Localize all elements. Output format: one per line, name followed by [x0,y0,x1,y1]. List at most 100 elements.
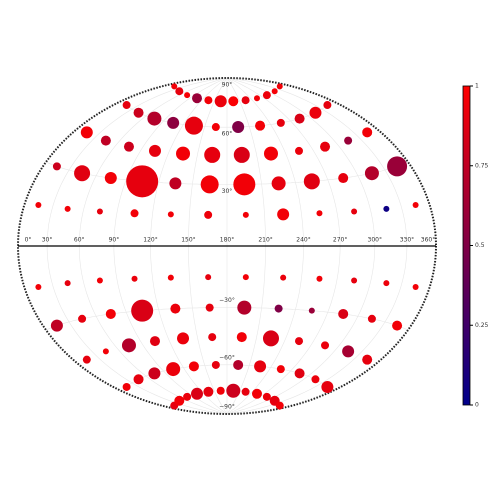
x-tick-label: 30° [42,237,53,244]
y-tick-label: 90° [222,82,233,89]
point [294,113,305,124]
point [131,275,138,282]
y-tick-label: −60° [219,354,235,361]
point [205,303,214,312]
point [362,354,373,365]
point [233,146,250,163]
point [311,375,320,384]
point [254,360,267,373]
point [383,280,390,287]
point [392,320,403,331]
point [226,383,241,398]
point [204,146,221,163]
point [211,123,220,132]
point [316,210,323,217]
x-tick-label: 90° [109,237,120,244]
point [148,367,161,380]
x-tick-label: 0° [25,237,32,244]
point [216,386,225,395]
point [236,332,247,343]
point [184,116,203,135]
point [177,332,190,345]
x-tick-label: 360° [421,237,435,244]
point [362,127,373,138]
x-tick-label: 210° [258,237,272,244]
grid-line [122,364,332,392]
point [100,135,111,146]
point [232,121,245,134]
point [344,136,353,145]
point [233,359,244,370]
point [203,386,214,397]
point [367,314,376,323]
x-tick-label: 120° [143,237,157,244]
point [102,348,109,355]
point [133,374,144,385]
point [323,101,332,110]
point [276,83,283,90]
point [104,172,117,185]
point [52,162,61,171]
point [309,106,322,119]
point [166,362,181,377]
point [383,205,390,212]
point [276,118,285,127]
point [208,333,217,342]
point [74,165,91,182]
point [262,330,279,347]
point [205,274,212,281]
point [167,116,180,129]
point [251,388,262,399]
point [64,280,71,287]
point [123,141,134,152]
point [175,87,184,96]
y-tick-label: 30° [222,188,233,195]
x-tick-label: 240° [296,237,310,244]
point [200,175,219,194]
point [133,107,144,118]
point [303,173,320,190]
x-tick-label: 300° [368,237,382,244]
point [171,83,178,90]
point [255,120,266,131]
point [271,176,286,191]
point [253,95,260,102]
point [228,96,239,107]
point [35,283,42,290]
point [241,387,250,396]
y-tick-label: −90° [219,404,235,411]
point [148,144,161,157]
point [320,141,331,152]
point [80,126,93,139]
point [96,277,103,284]
point [188,361,199,372]
point [192,93,203,104]
colorbar-tick-label: 1 [475,83,479,90]
point [204,210,213,219]
point [316,275,323,282]
point [233,173,256,196]
point [191,387,204,400]
point [412,202,419,209]
point [149,336,160,347]
point [131,299,154,322]
point [321,380,334,393]
point [242,274,249,281]
point [241,96,250,105]
x-tick-label: 60° [74,237,85,244]
point [176,146,191,161]
point [170,303,181,314]
point [342,345,355,358]
point [294,368,305,379]
point [338,308,349,319]
x-tick-label: 150° [181,237,195,244]
x-tick-label: 330° [400,237,414,244]
point [167,211,174,218]
point [183,392,192,401]
grid-line [45,307,409,331]
point [96,208,103,215]
point [122,382,131,391]
x-tick-label: 180° [220,237,234,244]
colorbar-tick-label: 0.75 [475,162,489,169]
